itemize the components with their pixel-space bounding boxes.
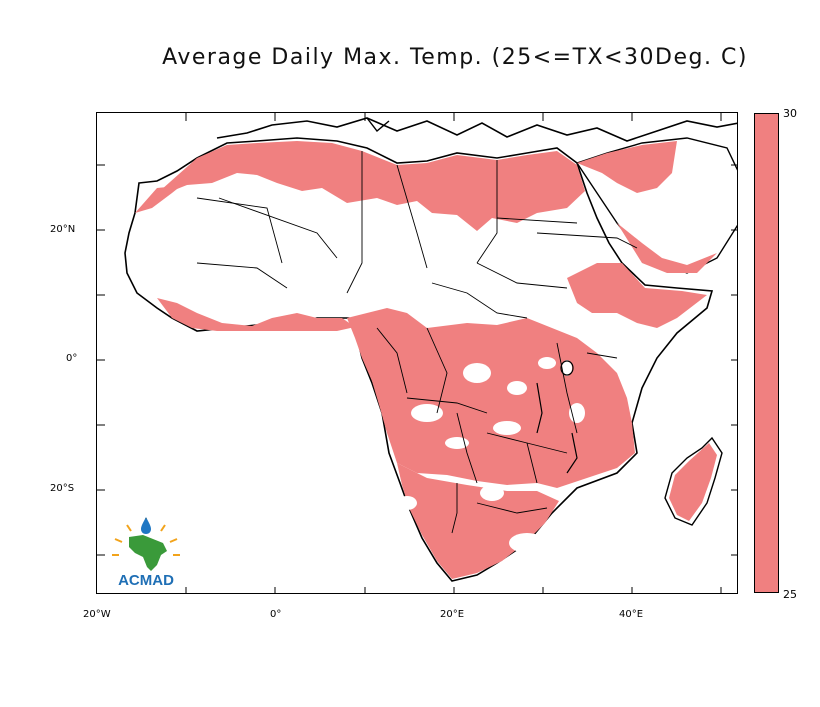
africa-icon — [129, 535, 167, 571]
white-gaps — [397, 357, 585, 553]
nw-coast — [135, 173, 197, 213]
arabia-coast — [617, 223, 717, 273]
y-tick-20n: 20°N — [50, 224, 76, 235]
map-title: Average Daily Max. Temp. (25<=TX<30Deg. … — [162, 45, 748, 70]
country-borders — [196, 151, 638, 534]
europe-coast — [216, 117, 737, 142]
y-tick-20s: 20°S — [50, 483, 75, 494]
madagascar-fill — [669, 443, 717, 521]
colorbar-max-label: 30 — [783, 107, 797, 120]
colorbar — [754, 113, 779, 593]
temperature-fill — [135, 141, 717, 579]
logo-text: ACMAD — [118, 572, 174, 589]
x-tick-20w: 20°W — [83, 609, 111, 620]
water-drop-icon — [141, 517, 151, 534]
southern-africa — [397, 463, 559, 579]
central-africa — [347, 308, 635, 488]
lakes — [536, 360, 578, 474]
colorbar-min-label: 25 — [783, 588, 797, 601]
acmad-logo: ACMAD — [107, 515, 185, 590]
x-tick-0: 0° — [270, 609, 282, 620]
x-tick-40e: 40°E — [619, 609, 644, 620]
horn-africa — [567, 263, 707, 328]
y-tick-0: 0° — [66, 353, 78, 364]
africa-map — [97, 113, 737, 593]
map-panel — [96, 112, 738, 594]
africa-sun-logo: ACMAD — [112, 517, 180, 589]
east-coast-north — [577, 141, 677, 193]
west-coast — [157, 298, 355, 331]
tick-marks — [97, 113, 737, 593]
italy-coast — [366, 117, 390, 133]
north-africa-band — [152, 141, 585, 231]
x-tick-20e: 20°E — [440, 609, 465, 620]
